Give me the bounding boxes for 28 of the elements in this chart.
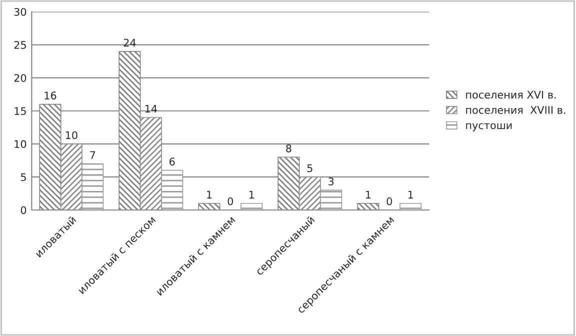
data-label: 0: [386, 197, 392, 206]
data-label: 5: [307, 164, 312, 172]
y-tick-label: 25: [14, 41, 26, 49]
bar: [161, 170, 184, 210]
legend-label: пустоши: [466, 123, 512, 132]
y-tick-label: 5: [20, 173, 26, 182]
data-label: 16: [44, 92, 56, 100]
data-label: 1: [207, 190, 212, 198]
y-tick-label: 30: [14, 8, 26, 16]
data-label: 8: [286, 144, 292, 152]
bar: [82, 163, 104, 210]
data-label: 1: [366, 190, 371, 198]
data-label: 1: [408, 190, 413, 198]
data-label: 6: [170, 158, 175, 166]
data-label: 3: [328, 178, 334, 186]
bar: [320, 190, 342, 210]
y-tick-label: 0: [20, 206, 26, 214]
data-label: 7: [90, 151, 96, 159]
bar: [400, 202, 422, 210]
y-tick-label: 15: [14, 107, 26, 115]
data-label: 0: [228, 197, 234, 206]
data-label: 10: [66, 131, 78, 140]
legend-label: поселения XVI в.: [466, 90, 556, 99]
y-tick-label: 20: [14, 74, 26, 82]
data-label: 1: [249, 190, 254, 198]
bar: [240, 202, 263, 210]
legend-label: поселения XVIII в.: [466, 106, 566, 114]
y-tick-label: 10: [14, 140, 26, 148]
